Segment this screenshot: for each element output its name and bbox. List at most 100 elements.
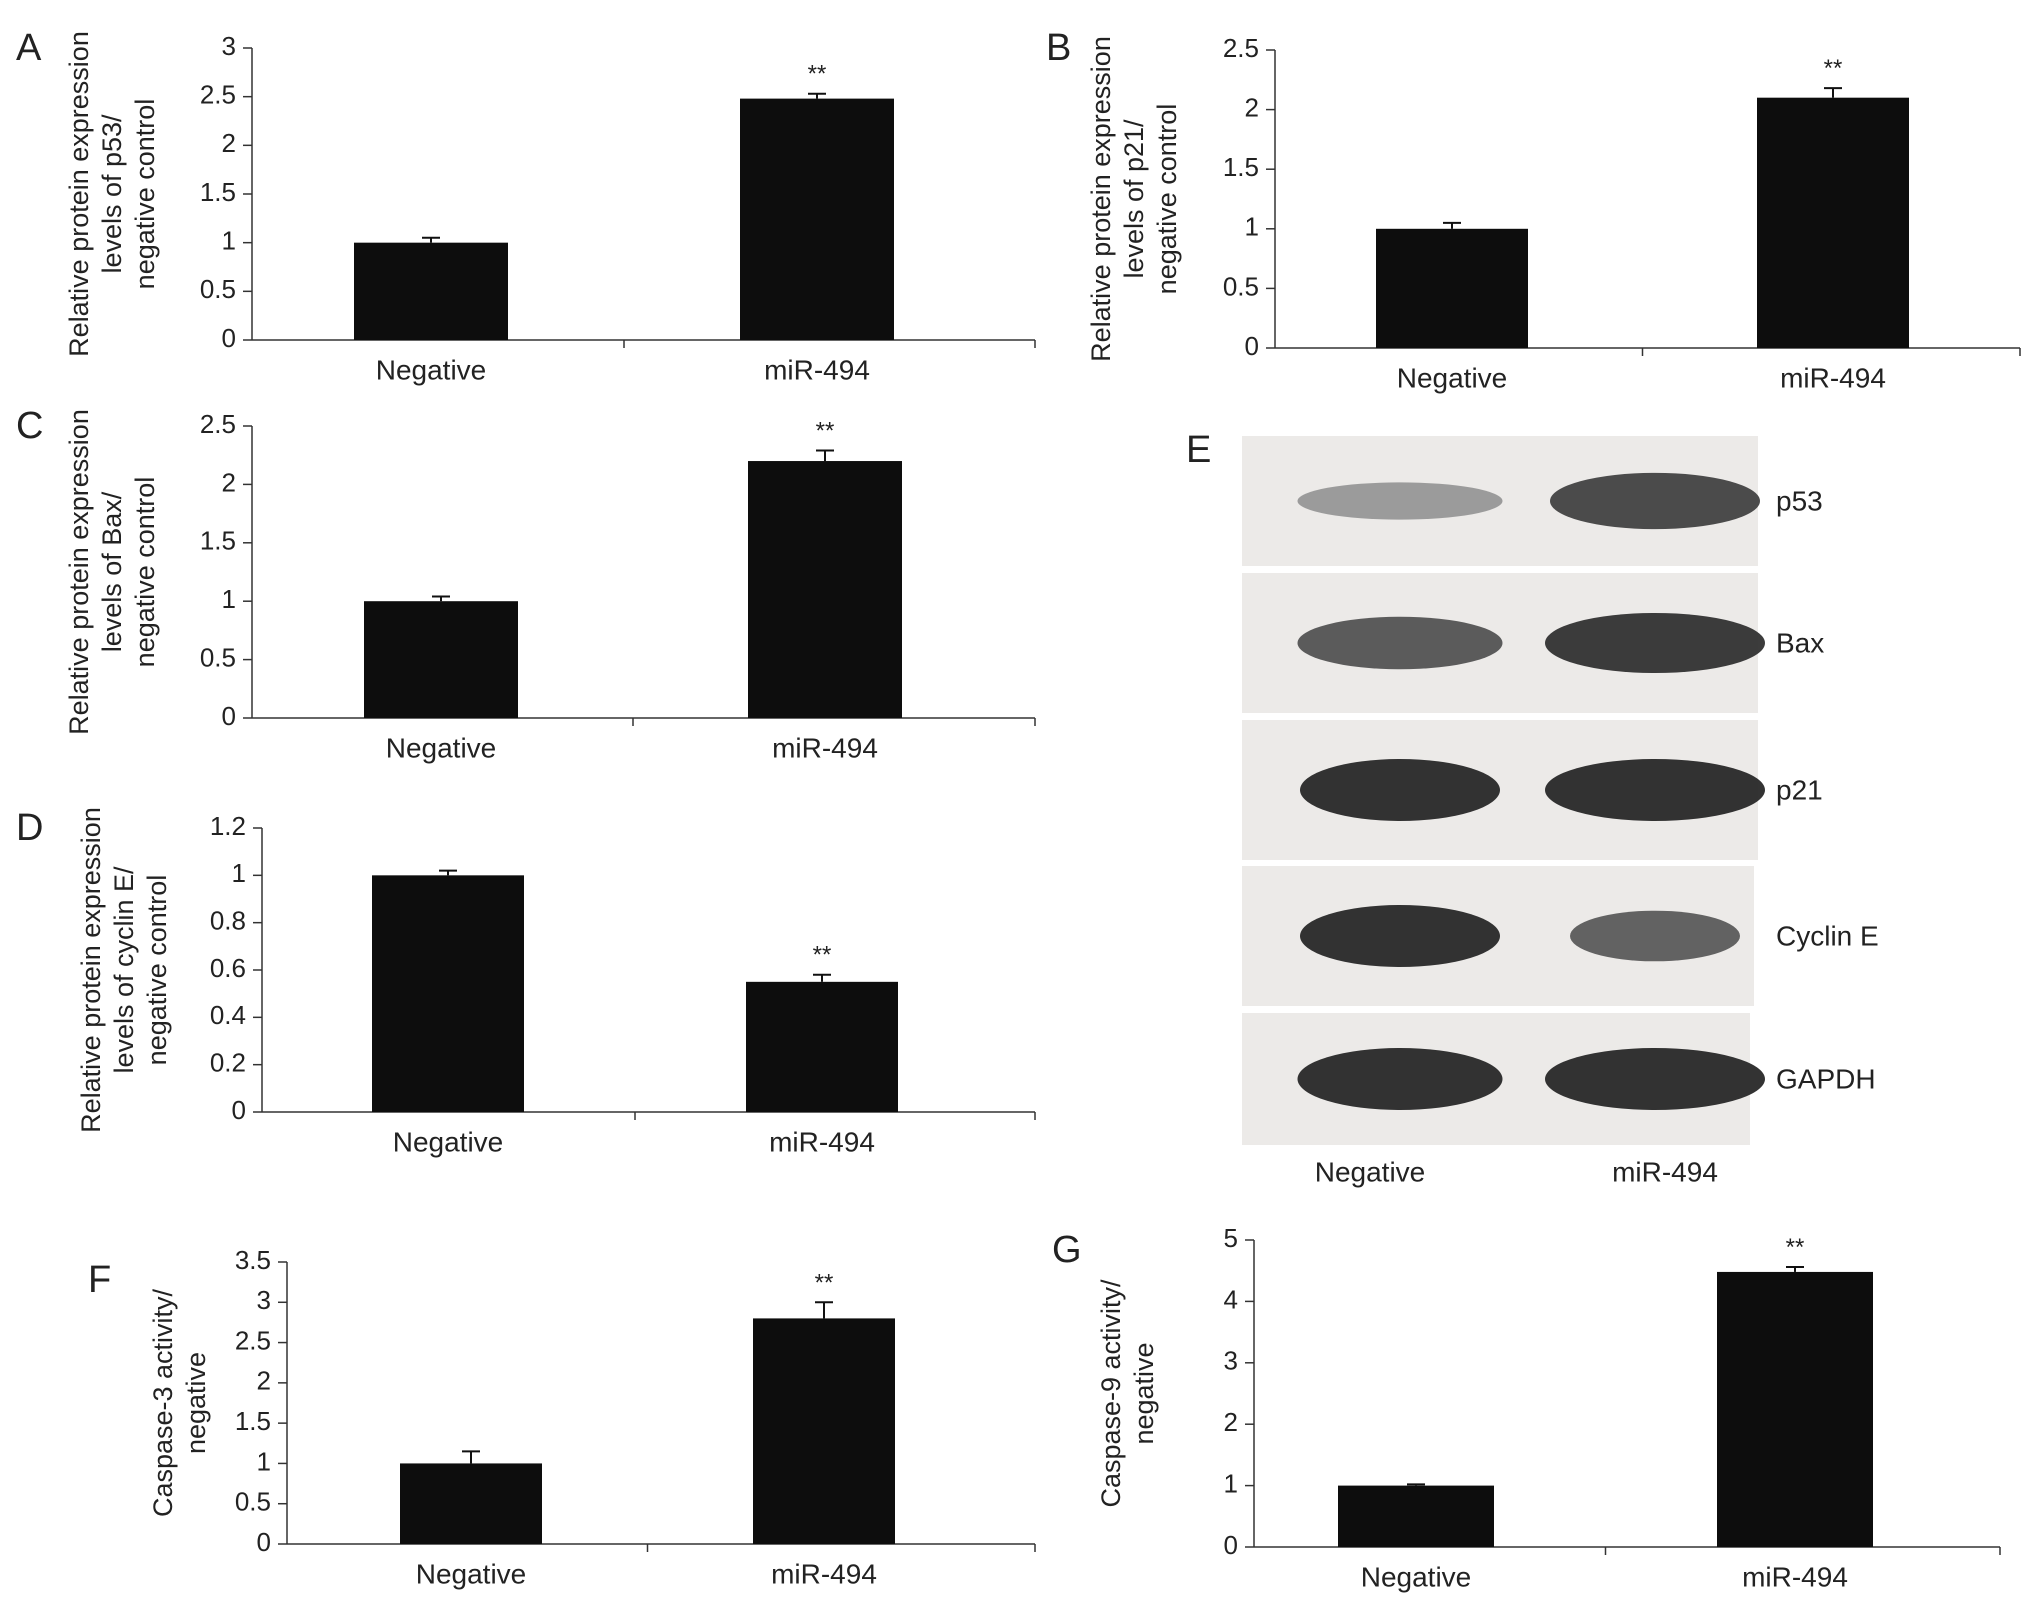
blot-band-label: GAPDH xyxy=(1776,1063,1876,1094)
y-axis-label-line: Caspase-3 activity/ xyxy=(148,1288,178,1517)
y-axis-label-line: levels of p21/ xyxy=(1119,119,1149,279)
x-tick-label: Negative xyxy=(393,1126,504,1157)
y-axis-label-line: Relative protein expression xyxy=(1086,36,1116,362)
panel-letter: D xyxy=(16,807,43,849)
bar-negative xyxy=(400,1463,542,1544)
y-axis-label-line: negative control xyxy=(130,477,160,668)
significance-label: ** xyxy=(1786,1234,1805,1261)
x-tick-label: Negative xyxy=(416,1558,527,1589)
y-tick-label: 0 xyxy=(222,701,236,731)
y-tick-label: 1.5 xyxy=(235,1406,271,1436)
y-tick-label: 1 xyxy=(222,226,236,256)
significance-label: ** xyxy=(815,1269,834,1296)
y-tick-label: 1.2 xyxy=(210,811,246,841)
significance-label: ** xyxy=(816,418,835,445)
y-tick-label: 1 xyxy=(222,584,236,614)
blot-lane-label: miR-494 xyxy=(1612,1156,1718,1187)
y-tick-label: 0.4 xyxy=(210,1000,246,1030)
blot-band-p21 xyxy=(1545,759,1765,821)
bar-negative xyxy=(1338,1485,1494,1547)
bar-mir-494 xyxy=(1717,1271,1873,1547)
y-tick-label: 0 xyxy=(222,323,236,353)
blot-band-cyclin-e xyxy=(1300,905,1500,967)
y-axis-label-line: levels of p53/ xyxy=(97,114,127,274)
y-tick-label: 1 xyxy=(1245,212,1259,242)
blot-lane-label: Negative xyxy=(1315,1156,1426,1187)
y-tick-label: 0.5 xyxy=(200,642,236,672)
y-axis-label: Relative protein expression levels of Bax… xyxy=(64,409,160,735)
y-axis-label: Relative protein expression levels of p53… xyxy=(64,31,160,357)
chart-panel-c: C 0 0.5 1 1.5 2 2.5 Negative ** miR-494 Relative p… xyxy=(16,405,1036,763)
panel-letter: B xyxy=(1046,27,1071,69)
y-tick-label: 0 xyxy=(1245,331,1259,361)
y-tick-label: 1 xyxy=(232,858,246,888)
significance-label: ** xyxy=(808,61,827,88)
y-tick-label: 2 xyxy=(1224,1407,1238,1437)
x-tick-label: Negative xyxy=(376,354,487,385)
y-tick-label: 2.5 xyxy=(200,80,236,110)
panel-letter: A xyxy=(16,27,42,69)
y-tick-label: 2 xyxy=(257,1366,271,1396)
panel-letter: F xyxy=(88,1259,111,1301)
blot-band-label: Bax xyxy=(1776,627,1824,658)
y-tick-label: 0.5 xyxy=(1223,271,1259,301)
significance-label: ** xyxy=(1824,55,1843,82)
blot-band-p53 xyxy=(1297,482,1503,520)
bar-mir-494 xyxy=(753,1318,895,1544)
bar-negative xyxy=(364,601,518,718)
bar-mir-494 xyxy=(746,981,898,1112)
y-tick-label: 3 xyxy=(257,1285,271,1315)
blot-band-bax xyxy=(1545,612,1765,674)
y-axis-label: Caspase-3 activity/negative xyxy=(148,1288,211,1517)
y-axis-label-line: Relative protein expression xyxy=(76,807,106,1133)
y-axis-label: Relative protein expression levels of cyc… xyxy=(76,807,172,1133)
y-axis-label-line: negative control xyxy=(1152,104,1182,295)
y-tick-label: 2 xyxy=(1245,92,1259,122)
x-tick-label: miR-494 xyxy=(769,1126,875,1157)
y-tick-label: 0 xyxy=(257,1527,271,1557)
x-tick-label: miR-494 xyxy=(764,354,870,385)
y-tick-label: 3 xyxy=(1224,1346,1238,1376)
bar-negative xyxy=(1376,228,1528,348)
bar-negative xyxy=(354,242,508,340)
y-axis-label-line: negative xyxy=(181,1352,211,1454)
y-tick-label: 4 xyxy=(1224,1284,1238,1314)
blot-band-label: p53 xyxy=(1776,485,1823,516)
chart-panel-f: F 0 0.5 1 1.5 2 2.5 3 3.5 Negative ** miR-494 Caspas… xyxy=(88,1245,1036,1589)
y-tick-label: 0.5 xyxy=(235,1487,271,1517)
chart-panel-g: G 0 1 2 3 4 5 Negative ** miR-494 Caspase-9 activi… xyxy=(1052,1223,2001,1592)
y-tick-label: 0.5 xyxy=(200,274,236,304)
significance-label: ** xyxy=(813,942,832,969)
y-tick-label: 1.5 xyxy=(200,177,236,207)
chart-panel-b: B 0 0.5 1 1.5 2 2.5 Negative ** miR-494 Relative p… xyxy=(1046,27,2021,393)
blot-band-label: Cyclin E xyxy=(1776,920,1879,951)
x-tick-label: Negative xyxy=(1397,362,1508,393)
panel-letter: G xyxy=(1052,1229,1082,1271)
y-tick-label: 1.5 xyxy=(1223,152,1259,182)
y-tick-label: 0.8 xyxy=(210,906,246,936)
blot-band-gapdh xyxy=(1297,1048,1503,1110)
chart-panel-d: D 0 0.2 0.4 0.6 0.8 1 1.2 Negative ** miR-494 Relat… xyxy=(16,807,1036,1157)
blot-band-bax xyxy=(1297,616,1503,670)
x-tick-label: miR-494 xyxy=(1780,362,1886,393)
y-axis-label-line: Relative protein expression xyxy=(64,409,94,735)
blot-band-p21 xyxy=(1300,759,1500,821)
y-tick-label: 0.6 xyxy=(210,953,246,983)
y-axis-label-line: negative control xyxy=(142,875,172,1066)
y-tick-label: 2 xyxy=(222,128,236,158)
y-tick-label: 0 xyxy=(232,1095,246,1125)
panel-letter: C xyxy=(16,405,43,447)
panel-letter: E xyxy=(1186,429,1211,471)
y-tick-label: 1 xyxy=(257,1446,271,1476)
y-tick-label: 0 xyxy=(1224,1530,1238,1560)
y-tick-label: 5 xyxy=(1224,1223,1238,1253)
y-axis-label-line: Caspase-9 activity/ xyxy=(1096,1279,1126,1508)
x-tick-label: miR-494 xyxy=(1742,1561,1848,1592)
y-axis-label-line: levels of cyclin E/ xyxy=(109,866,139,1074)
chart-panel-a: A 0 0.5 1 1.5 2 2.5 3 Negative ** miR-494 Relative … xyxy=(16,27,1036,385)
blot-band-gapdh xyxy=(1545,1048,1765,1110)
y-axis-label: Relative protein expression levels of p21… xyxy=(1086,36,1182,362)
y-axis-label-line: negative xyxy=(1129,1342,1159,1444)
